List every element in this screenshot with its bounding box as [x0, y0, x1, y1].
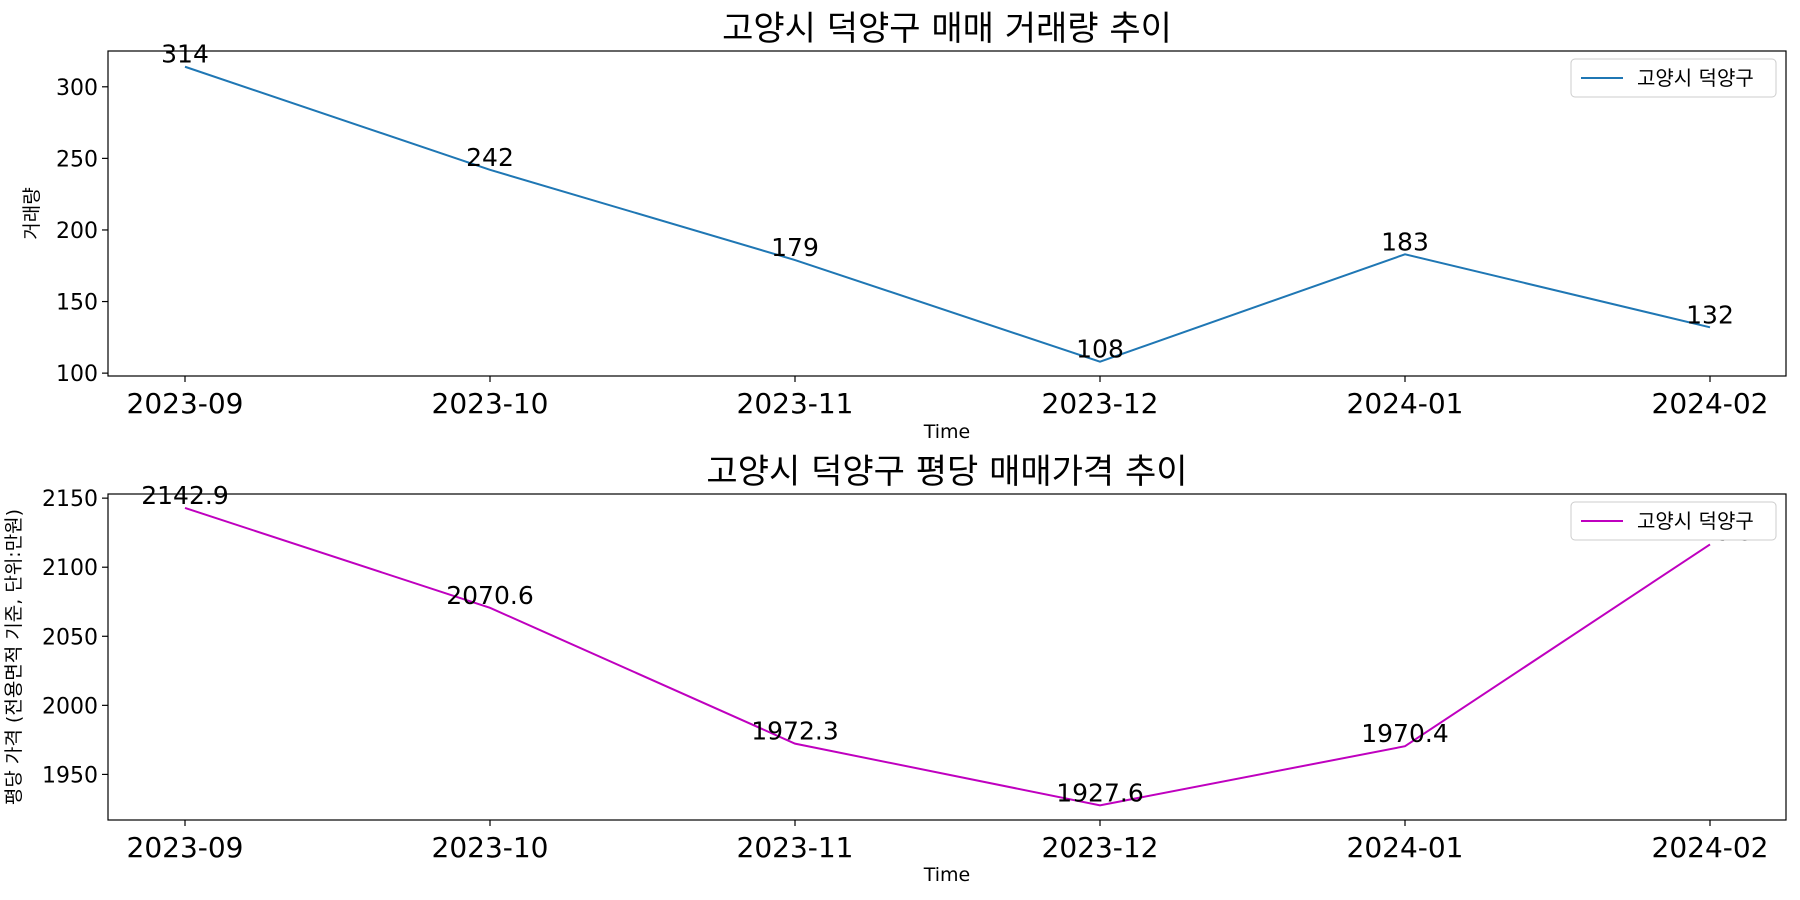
- legend: 고양시 덕양구: [1570, 58, 1777, 98]
- series-polyline: [184, 65, 1711, 363]
- series-line: [184, 507, 1711, 807]
- x-tick-label: 2023-09: [127, 387, 244, 420]
- y-tick-label: 2050: [42, 625, 98, 650]
- y-tick-label: 2150: [42, 487, 98, 512]
- chart-top: 고양시 덕양구 매매 거래량 추이 100 150 200 250 300 2023-0…: [21, 9, 1787, 443]
- series-polyline: [184, 507, 1711, 807]
- legend-label: 고양시 덕양구: [1637, 509, 1754, 533]
- data-label: 1927.6: [1056, 778, 1143, 807]
- y-tick-label: 300: [56, 76, 98, 101]
- y-tick-label: 200: [56, 219, 98, 244]
- y-tick-label: 2000: [42, 694, 98, 719]
- x-tick-label: 2023-12: [1042, 831, 1159, 864]
- x-tick-label: 2024-02: [1652, 831, 1769, 864]
- y-tick-label: 2100: [42, 556, 98, 581]
- y-tick-label: 100: [56, 362, 98, 387]
- x-tick-label: 2023-10: [432, 831, 549, 864]
- legend-box: [1570, 501, 1777, 541]
- x-tick-label: 2023-11: [737, 831, 854, 864]
- data-label: 183: [1381, 227, 1429, 256]
- x-tick-label: 2024-01: [1347, 831, 1464, 864]
- y-tick-label: 1950: [42, 763, 98, 788]
- plot-frame: [107, 493, 1787, 821]
- x-ticks: 2023-09 2023-10 2023-11 2023-12 2024-01 2024-…: [127, 376, 1769, 420]
- data-label: 2142.9: [141, 481, 228, 510]
- legend-label: 고양시 덕양구: [1637, 66, 1754, 90]
- legend-box: [1570, 58, 1777, 98]
- x-tick-label: 2023-10: [432, 387, 549, 420]
- series-line: [184, 65, 1711, 363]
- chart-title: 고양시 덕양구 평당 매매가격 추이: [706, 452, 1187, 492]
- x-axis-label: Time: [923, 864, 971, 886]
- x-tick-label: 2023-09: [127, 831, 244, 864]
- y-ticks: 1950 2000 2050 2100 2150: [42, 487, 108, 788]
- data-label: 179: [771, 233, 819, 262]
- y-tick-label: 250: [56, 147, 98, 172]
- data-label: 314: [161, 40, 209, 69]
- data-label: 1970.4: [1361, 719, 1448, 748]
- data-label: 1972.3: [751, 717, 838, 746]
- y-axis-label: 평당 가격 (전용면적 기준, 단위:만원): [3, 509, 25, 805]
- x-tick-label: 2024-02: [1652, 387, 1769, 420]
- x-axis-label: Time: [923, 421, 971, 443]
- data-label: 2070.6: [446, 581, 533, 610]
- legend: 고양시 덕양구: [1570, 501, 1777, 541]
- data-label: 132: [1686, 300, 1734, 329]
- data-label: 242: [466, 143, 514, 172]
- x-tick-label: 2024-01: [1347, 387, 1464, 420]
- chart-title: 고양시 덕양구 매매 거래량 추이: [722, 9, 1172, 49]
- x-tick-label: 2023-11: [737, 387, 854, 420]
- y-axis-label: 거래량: [21, 187, 43, 239]
- y-ticks: 100 150 200 250 300: [56, 76, 108, 387]
- data-labels: 314 242 179 108 183 132: [161, 40, 1734, 364]
- x-tick-label: 2023-12: [1042, 387, 1159, 420]
- chart-bottom: 고양시 덕양구 평당 매매가격 추이 19502000205021002150 …: [3, 452, 1787, 886]
- plot-frame: [107, 50, 1787, 377]
- x-ticks: 2023-09 2023-10 2023-11 2023-12 2024-01 2024-…: [127, 820, 1769, 864]
- y-tick-label: 150: [56, 291, 98, 316]
- data-label: 108: [1076, 335, 1124, 364]
